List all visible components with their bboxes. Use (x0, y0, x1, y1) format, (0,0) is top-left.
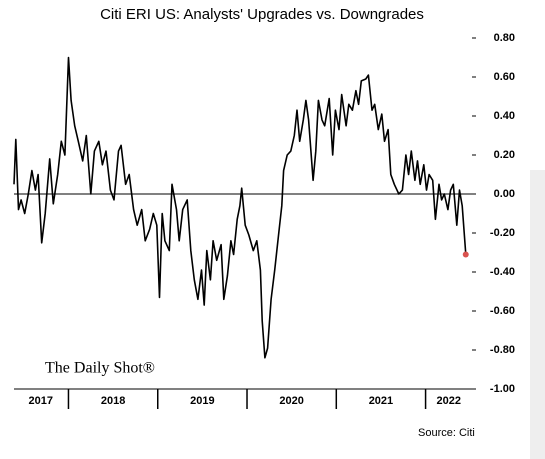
chart-title: Citi ERI US: Analysts' Upgrades vs. Down… (100, 6, 424, 23)
watermark: The Daily Shot® (45, 360, 155, 377)
x-tick-label: 2019 (190, 395, 214, 407)
edge-shade (530, 170, 545, 459)
y-tick-label: -1.00 (490, 383, 515, 395)
y-tick-label: -0.60 (490, 305, 515, 317)
y-tick-label: 0.40 (494, 110, 515, 122)
x-tick-label: 2020 (279, 395, 303, 407)
y-tick-label: -0.40 (490, 266, 515, 278)
source-note: Source: Citi (418, 427, 475, 439)
y-tick-label: 0.80 (494, 32, 515, 44)
x-tick-label: 2017 (29, 395, 53, 407)
y-tick-label: -0.80 (490, 344, 515, 356)
y-tick-label: 0.60 (494, 71, 515, 83)
y-tick-label: 0.00 (494, 188, 515, 200)
y-tick-label: -0.20 (490, 227, 515, 239)
series-line (13, 56, 467, 359)
last-point (462, 251, 469, 258)
y-tick-label: 0.20 (494, 149, 515, 161)
x-tick-label: 2018 (101, 395, 125, 407)
x-tick-label: 2022 (437, 395, 461, 407)
x-tick-label: 2021 (369, 395, 393, 407)
